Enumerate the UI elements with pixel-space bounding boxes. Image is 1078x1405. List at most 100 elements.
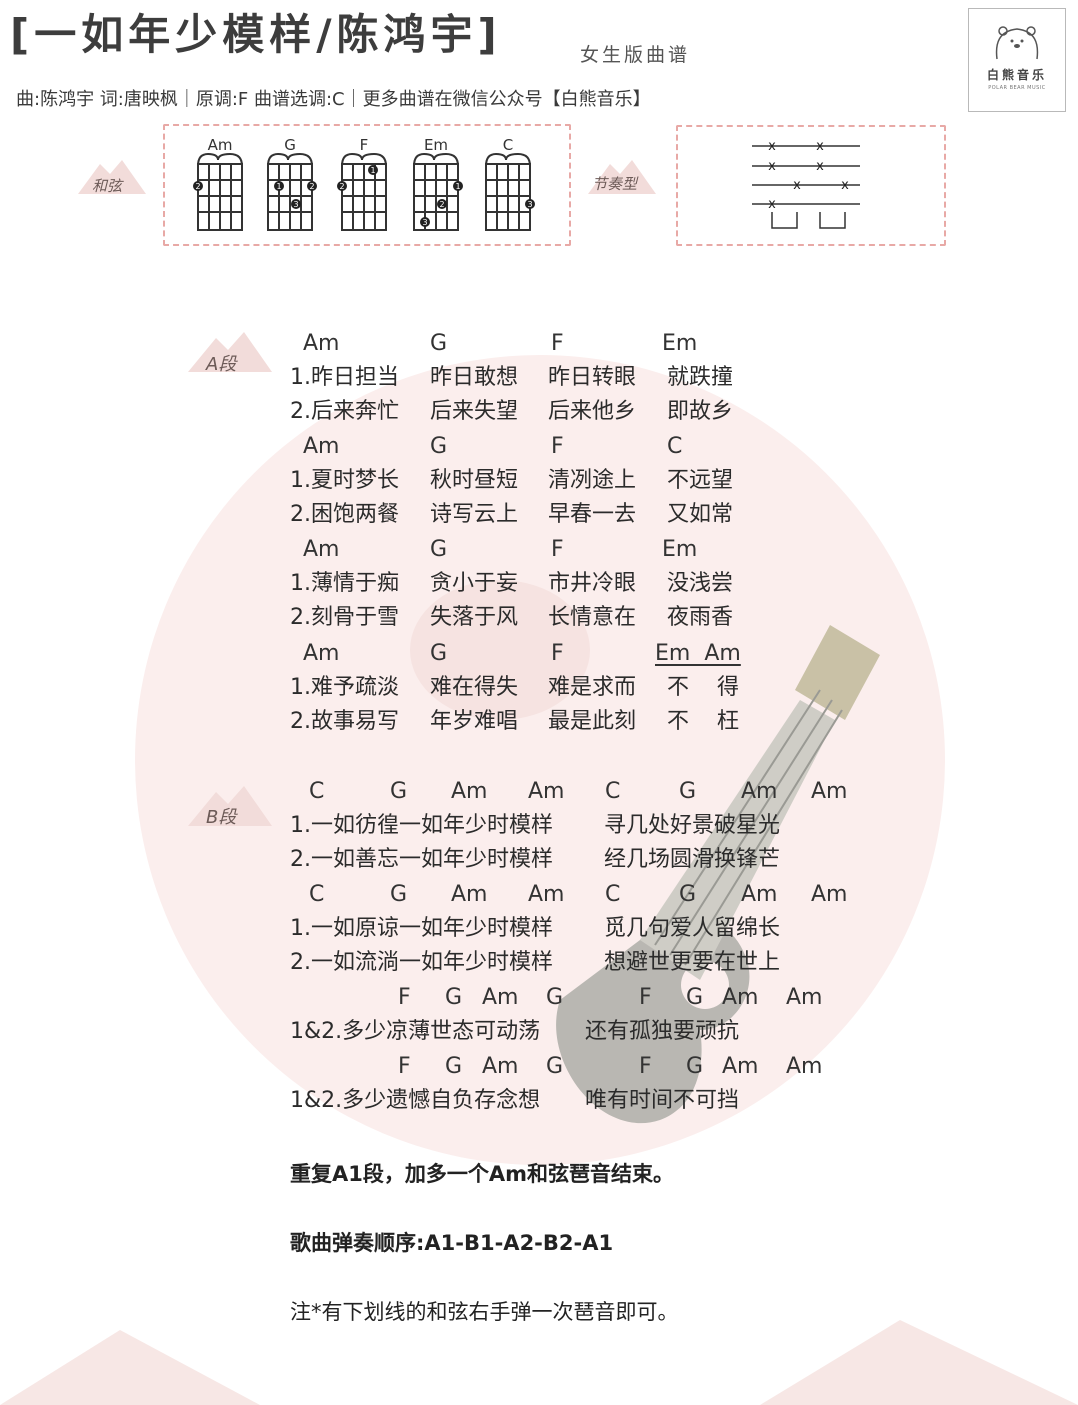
chord-label: G [679, 882, 697, 907]
rhythm-label: 节奏型 [592, 175, 638, 193]
chord-label: Am [482, 985, 519, 1010]
fretboard-icon: 12 [337, 152, 387, 231]
chord-label: G [679, 779, 697, 804]
chord-label: C [309, 882, 325, 907]
chord-label: F [398, 985, 411, 1010]
chord-label: F [398, 1054, 411, 1079]
lyric-segment: 2.刻骨于雪 [290, 605, 399, 630]
svg-text:3: 3 [293, 200, 298, 209]
chord-label: G [686, 985, 704, 1010]
lyric-segment: 后来他乡 [548, 399, 637, 424]
svg-text:x: x [768, 139, 776, 154]
fretboard-icon: 1 2 3 [267, 152, 317, 231]
chord-name: F [359, 136, 369, 154]
footnote: 注*有下划线的和弦右手弹一次琶音即可。 [290, 1300, 679, 1324]
chord-label: G [445, 1054, 463, 1079]
lyric-segment: 年岁难唱 [430, 709, 519, 734]
lyric-segment: 清冽途上 [548, 468, 637, 493]
lyric-segment: 1.一如原谅一如年少时模样 [290, 916, 553, 941]
chord-label: Am [741, 779, 778, 804]
svg-text:3: 3 [422, 218, 427, 227]
chord-label: G [430, 641, 448, 666]
lyric-segment: 寻几处好景破星光 [604, 813, 781, 838]
chord-diagram-c: C 3 [480, 128, 540, 232]
chord-label: Am [451, 779, 488, 804]
section-b-tag-bg [188, 786, 272, 826]
lyric-segment: 1.难予疏淡 [290, 675, 399, 700]
svg-text:x: x [768, 159, 776, 174]
lyric-segment: 觅几句爱人留绵长 [604, 916, 781, 941]
svg-text:2: 2 [439, 200, 444, 209]
lyric-segment: 2.困饱两餐 [290, 502, 399, 527]
fretboard-icon: 3 [485, 152, 535, 231]
lyric-segment: 即故乡 [667, 399, 734, 424]
chord-label: F [551, 537, 564, 562]
page-subtitle: 女生版曲谱 [580, 44, 691, 66]
svg-text:1: 1 [455, 182, 460, 191]
lyric-segment: 想避世更要在世上 [604, 950, 781, 975]
chord-label: Am [303, 331, 340, 356]
chord-label: 和弦 [92, 177, 123, 195]
chord-label: Am [786, 1054, 823, 1079]
lyric-segment: 2.故事易写 [290, 709, 399, 734]
chord-diagram-em: Em 1 2 3 [408, 128, 468, 232]
lyric-segment: 后来失望 [430, 399, 519, 424]
lyric-segment: 昨日敢想 [430, 365, 519, 390]
lyric-segment: 昨日转眼 [548, 365, 637, 390]
svg-text:x: x [816, 139, 824, 154]
song-credits: 曲:陈鸿宇 词:唐映枫｜原调:F 曲谱选调:C｜更多曲谱在微信公众号【白熊音乐】 [16, 89, 651, 110]
chord-label: Am [786, 985, 823, 1010]
svg-text:3: 3 [527, 200, 532, 209]
chord-label: G [546, 985, 564, 1010]
chord-name: C [502, 136, 514, 154]
lyric-segment: 秋时昼短 [430, 468, 519, 493]
chord-label: G [445, 985, 463, 1010]
lyric-segment: 早春一去 [548, 502, 637, 527]
chord-label: C [605, 882, 621, 907]
lyric-segment: 不远望 [667, 468, 734, 493]
lyric-segment: 2.一如善忘一如年少时模样 [290, 847, 553, 872]
chord-label: Em [662, 331, 698, 356]
chord-label: G [430, 537, 448, 562]
lyric-segment: 1.薄情于痴 [290, 571, 399, 596]
svg-text:x: x [841, 178, 849, 193]
chord-label: Am [482, 1054, 519, 1079]
logo-english: POLAR BEAR MUSIC [988, 85, 1046, 91]
chord-label: Am [722, 985, 759, 1010]
lyric-segment: 最是此刻 [548, 709, 637, 734]
chord-label: F [551, 331, 564, 356]
lyric-segment: 1.一如彷徨一如年少时模样 [290, 813, 553, 838]
lyric-segment: 得 [717, 675, 740, 700]
chord-label: Am [741, 882, 778, 907]
chord-label: Am [303, 641, 340, 666]
arpeggio-chord-label: Em Am [655, 641, 741, 666]
chord-name: Em [423, 136, 449, 154]
lyric-segment: 1&2.多少遗憾自负存念想 [290, 1088, 541, 1113]
rhythm-pattern-icon: x x x x x x x [752, 139, 860, 229]
lyric-segment: 1&2.多少凉薄世态可动荡 [290, 1019, 541, 1044]
chord-name: G [284, 136, 296, 154]
svg-text:x: x [816, 159, 824, 174]
chord-label: Am [811, 882, 848, 907]
lyric-segment: 1.昨日担当 [290, 365, 399, 390]
lyric-segment: 没浅尝 [667, 571, 734, 596]
ukulele-icon [556, 625, 880, 1124]
chord-diagram-g: G 1 2 3 [262, 128, 322, 232]
lyric-segment: 唯有时间不可挡 [585, 1088, 740, 1113]
chord-label: F [551, 641, 564, 666]
chord-label: C [667, 434, 683, 459]
chord-label: Em [662, 537, 698, 562]
chord-label: F [551, 434, 564, 459]
chord-label: G [546, 1054, 564, 1079]
lyric-segment: 诗写云上 [430, 502, 519, 527]
polar-bear-icon [995, 26, 1039, 60]
play-order: 歌曲弹奏顺序:A1-B1-A2-B2-A1 [290, 1231, 614, 1255]
repeat-instruction: 重复A1段，加多一个Am和弦琶音结束。 [290, 1162, 674, 1186]
svg-text:1: 1 [276, 182, 281, 191]
chord-label: G [430, 331, 448, 356]
chord-label: Am [722, 1054, 759, 1079]
lyric-segment: 就跌撞 [667, 365, 734, 390]
logo-name: 白熊音乐 [986, 68, 1047, 82]
lyric-segment: 经几场圆滑换锋芒 [604, 847, 781, 872]
